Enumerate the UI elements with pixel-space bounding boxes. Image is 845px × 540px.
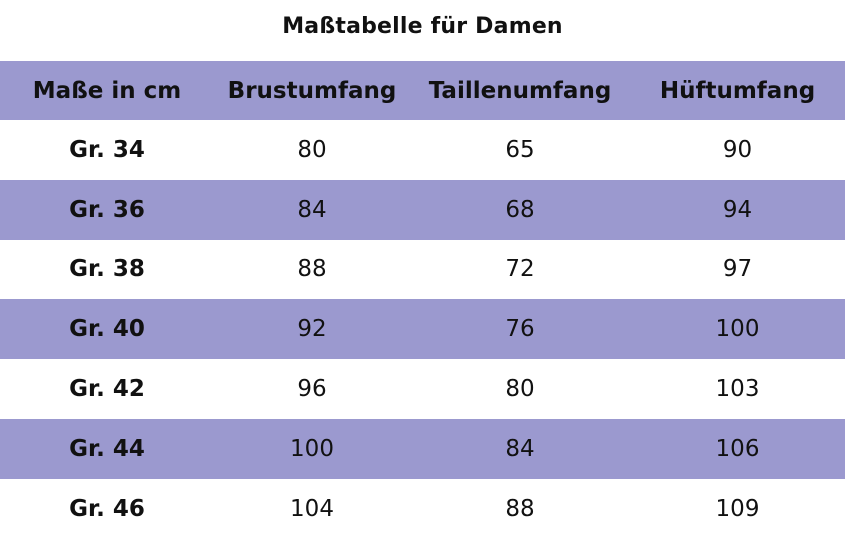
table-row: Gr. 42 96 80 103 <box>0 359 845 419</box>
waist-value: 72 <box>505 256 535 283</box>
bust-value: 88 <box>297 256 327 283</box>
hip-value: 100 <box>715 316 760 343</box>
hip-value: 103 <box>715 376 760 403</box>
waist-value: 76 <box>505 316 535 343</box>
header-cell-bust: Brustumfang <box>227 77 397 104</box>
table-row: Gr. 46 104 88 109 <box>0 479 845 539</box>
size-table: Maße in cm Brustumfang Taillenumfang Hüf… <box>0 61 845 539</box>
hip-value: 106 <box>715 435 760 462</box>
waist-value: 68 <box>505 196 535 223</box>
bust-value: 84 <box>297 196 327 223</box>
size-label: Gr. 36 <box>69 196 145 223</box>
header-cell-measures: Maße in cm <box>32 77 182 104</box>
table-row: Gr. 36 84 68 94 <box>0 179 845 240</box>
waist-value: 88 <box>505 495 535 522</box>
hip-value: 97 <box>722 256 753 283</box>
table-row: Gr. 44 100 84 106 <box>0 418 845 479</box>
size-label: Gr. 46 <box>69 495 145 522</box>
waist-value: 65 <box>505 136 535 163</box>
table-row: Gr. 38 88 72 97 <box>0 240 845 300</box>
hip-value: 90 <box>722 136 753 163</box>
size-label: Gr. 38 <box>69 256 145 283</box>
table-row: Gr. 40 92 76 100 <box>0 299 845 360</box>
bust-value: 100 <box>290 435 334 462</box>
waist-value: 80 <box>505 376 535 403</box>
table-row: Gr. 34 80 65 90 <box>0 120 845 180</box>
size-label: Gr. 44 <box>69 435 145 462</box>
header-cell-waist: Taillenumfang <box>428 77 612 104</box>
size-label: Gr. 42 <box>69 376 145 403</box>
header-cell-hip: Hüftumfang <box>659 77 816 104</box>
bust-value: 104 <box>290 495 334 522</box>
waist-value: 84 <box>505 435 535 462</box>
table-title: Maßtabelle für Damen <box>282 14 563 39</box>
size-label: Gr. 40 <box>69 316 145 343</box>
bust-value: 92 <box>297 316 327 343</box>
hip-value: 109 <box>715 495 760 522</box>
bust-value: 96 <box>297 376 327 403</box>
size-label: Gr. 34 <box>69 136 145 163</box>
table-header-row: Maße in cm Brustumfang Taillenumfang Hüf… <box>0 61 845 120</box>
bust-value: 80 <box>297 136 327 163</box>
hip-value: 94 <box>722 196 753 223</box>
